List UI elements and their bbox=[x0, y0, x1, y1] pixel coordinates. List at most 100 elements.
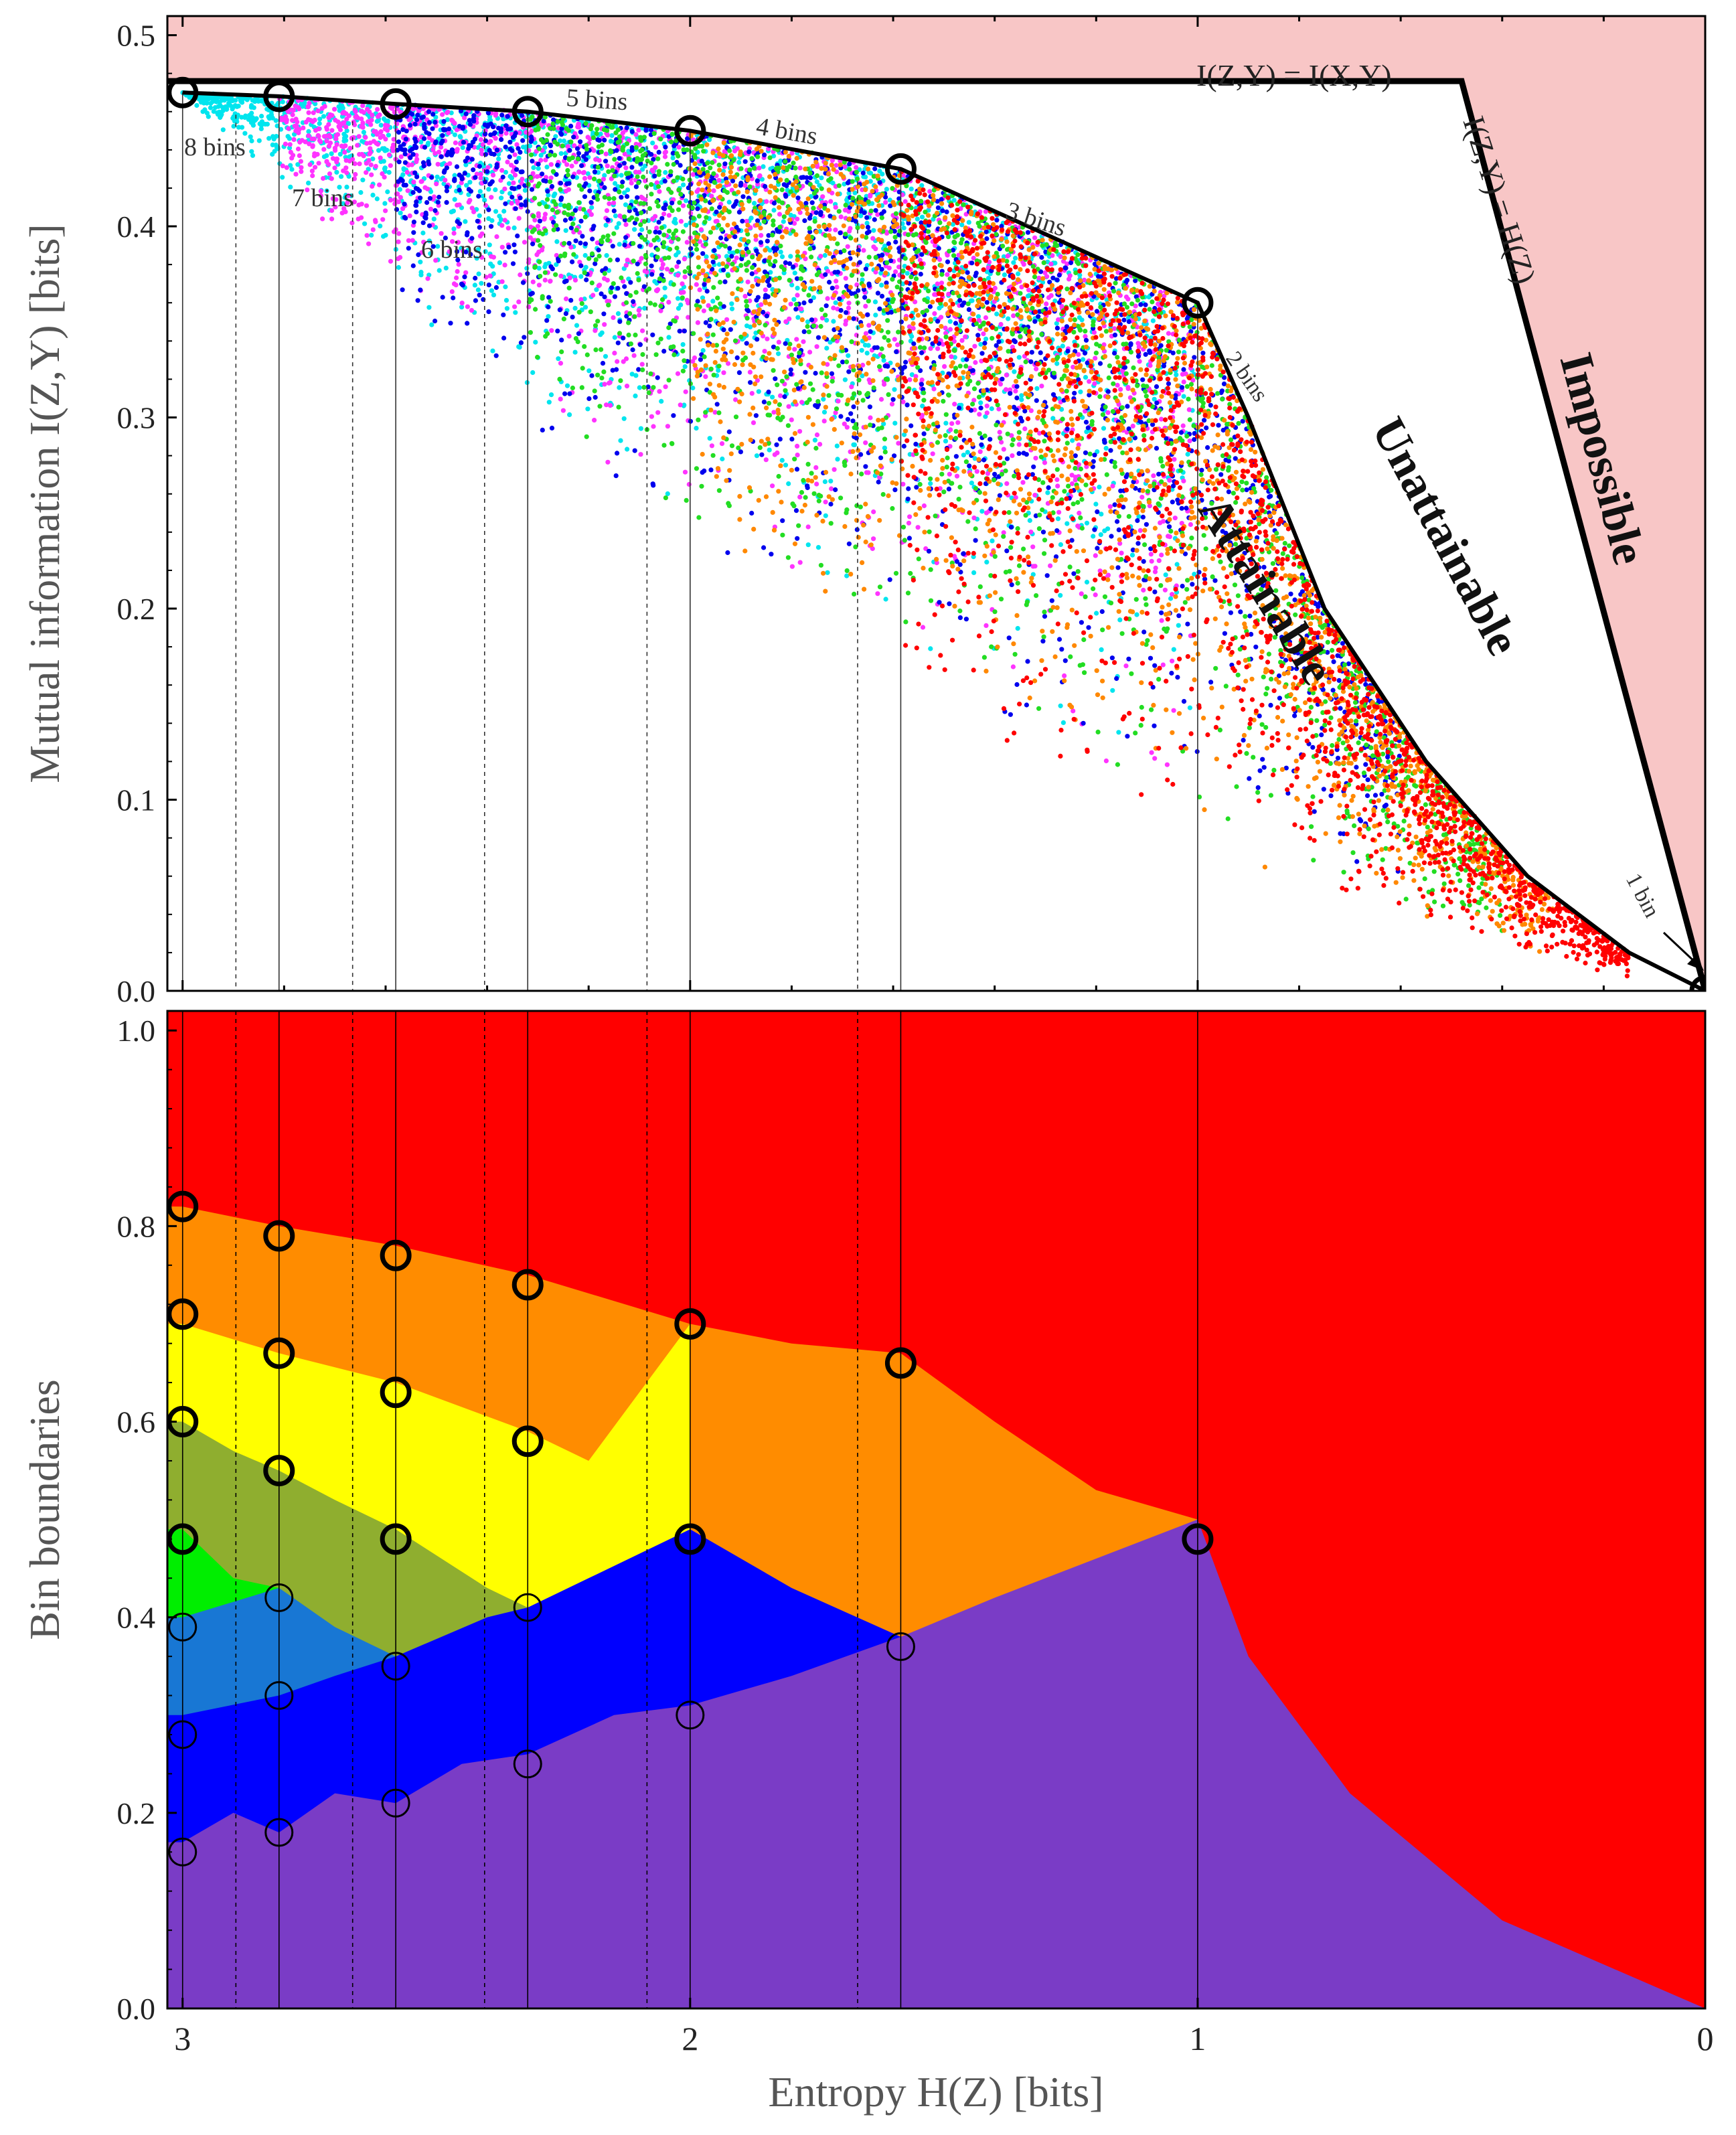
scatter-point bbox=[274, 123, 280, 129]
scatter-point bbox=[1141, 587, 1146, 593]
scatter-point bbox=[771, 410, 777, 415]
scatter-point bbox=[536, 211, 541, 216]
scatter-point bbox=[1167, 534, 1172, 540]
scatter-point bbox=[1208, 680, 1214, 685]
scatter-point bbox=[788, 301, 793, 307]
scatter-point bbox=[789, 283, 795, 288]
scatter-point bbox=[823, 513, 828, 518]
scatter-point bbox=[813, 465, 819, 471]
scatter-point bbox=[431, 216, 437, 222]
scatter-point bbox=[378, 155, 383, 161]
scatter-point bbox=[418, 269, 424, 275]
scatter-point bbox=[736, 210, 742, 215]
scatter-point bbox=[1070, 438, 1075, 443]
scatter-point bbox=[319, 106, 325, 111]
scatter-point bbox=[996, 406, 1002, 412]
scatter-point bbox=[851, 316, 856, 321]
scatter-point bbox=[607, 380, 613, 385]
scatter-point bbox=[572, 277, 578, 283]
scatter-point bbox=[1160, 662, 1166, 667]
scatter-point bbox=[1095, 509, 1100, 515]
scatter-point bbox=[1044, 573, 1050, 578]
scatter-point bbox=[1312, 809, 1317, 814]
scatter-point bbox=[633, 169, 639, 175]
scatter-point bbox=[316, 161, 321, 166]
scatter-point bbox=[682, 256, 687, 262]
scatter-point bbox=[582, 305, 588, 310]
scatter-point bbox=[1069, 473, 1075, 478]
scatter-point bbox=[949, 354, 954, 360]
scatter-point bbox=[833, 205, 838, 210]
scatter-point bbox=[1079, 591, 1084, 597]
scatter-point bbox=[410, 238, 415, 243]
scatter-point bbox=[350, 157, 356, 162]
scatter-point bbox=[824, 345, 830, 351]
scatter-point bbox=[742, 293, 748, 299]
scatter-point bbox=[555, 163, 560, 168]
scatter-point bbox=[329, 128, 335, 133]
scatter-point bbox=[1169, 670, 1174, 676]
scatter-point bbox=[242, 131, 248, 136]
scatter-point bbox=[712, 248, 717, 253]
scatter-point bbox=[848, 226, 853, 231]
scatter-point bbox=[663, 145, 668, 150]
scatter-point bbox=[434, 181, 439, 187]
scatter-point bbox=[1241, 738, 1246, 743]
scatter-point bbox=[838, 214, 844, 220]
scatter-point bbox=[1125, 734, 1130, 739]
scatter-point bbox=[901, 443, 906, 449]
scatter-point bbox=[603, 353, 609, 359]
scatter-point bbox=[332, 165, 337, 171]
scatter-point bbox=[982, 340, 988, 346]
scatter-point bbox=[403, 137, 409, 142]
scatter-point bbox=[971, 554, 976, 560]
scatter-point bbox=[439, 162, 445, 167]
scatter-point bbox=[824, 317, 830, 323]
scatter-point bbox=[974, 469, 979, 474]
scatter-point bbox=[287, 136, 292, 141]
scatter-point bbox=[425, 186, 430, 191]
scatter-point bbox=[347, 145, 353, 151]
scatter-point bbox=[878, 396, 884, 402]
scatter-point bbox=[368, 140, 373, 145]
scatter-point bbox=[475, 287, 481, 293]
scatter-point bbox=[372, 218, 378, 223]
scatter-point bbox=[1056, 509, 1062, 515]
scatter-point bbox=[1159, 618, 1164, 623]
scatter-point bbox=[531, 165, 536, 170]
scatter-point bbox=[795, 285, 800, 291]
scatter-point bbox=[567, 391, 572, 396]
scatter-point bbox=[513, 310, 518, 315]
scatter-point bbox=[1123, 663, 1129, 669]
scatter-point bbox=[280, 117, 285, 123]
scatter-point bbox=[623, 222, 629, 228]
scatter-point bbox=[587, 188, 593, 193]
scatter-point bbox=[749, 391, 755, 396]
scatter-point bbox=[675, 371, 681, 376]
scatter-point bbox=[676, 259, 682, 265]
scatter-point bbox=[483, 179, 488, 185]
scatter-point bbox=[557, 307, 562, 313]
scatter-point bbox=[593, 157, 599, 162]
scatter-point bbox=[286, 126, 291, 131]
scatter-point bbox=[1261, 765, 1267, 770]
scatter-point bbox=[418, 259, 423, 264]
scatter-point bbox=[1115, 382, 1120, 388]
scatter-point bbox=[459, 305, 465, 310]
scatter-point bbox=[499, 167, 505, 173]
scatter-point bbox=[264, 121, 270, 127]
scatter-point bbox=[1175, 675, 1180, 680]
scatter-point bbox=[596, 247, 601, 253]
scatter-point bbox=[801, 300, 807, 305]
scatter-point bbox=[871, 228, 876, 233]
scatter-point bbox=[1014, 395, 1020, 401]
scatter-point bbox=[543, 262, 548, 267]
scatter-point bbox=[496, 156, 501, 161]
scatter-point bbox=[1093, 553, 1098, 558]
scatter-point bbox=[1338, 706, 1343, 711]
scatter-point bbox=[566, 240, 572, 246]
scatter-point bbox=[909, 372, 915, 378]
scatter-point bbox=[478, 175, 483, 181]
scatter-point bbox=[615, 257, 621, 262]
scatter-point bbox=[343, 165, 349, 171]
